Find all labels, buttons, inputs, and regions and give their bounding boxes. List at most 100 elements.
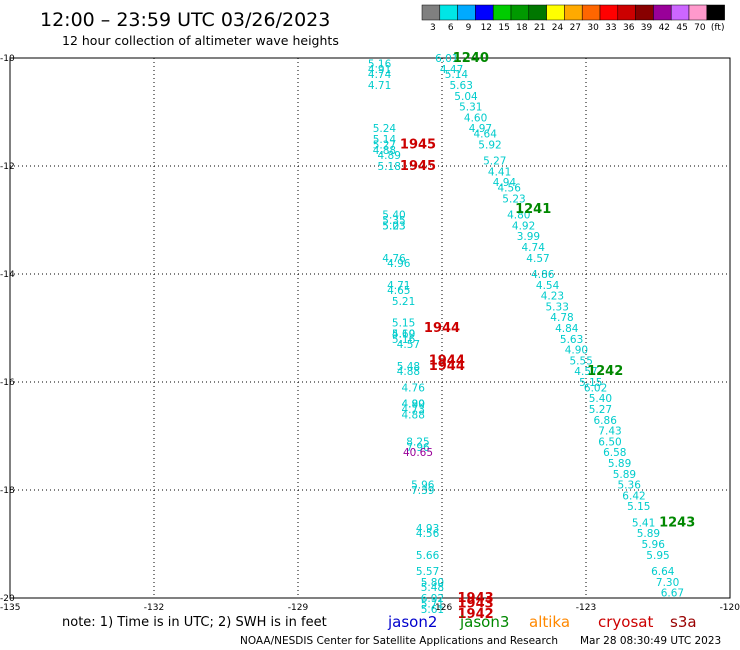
y-tick-label: -16 [0,378,15,388]
wave-height-point: 5.16 [392,334,416,346]
colorbar-swatch [706,4,725,21]
wave-height-point: 4.78 [550,312,573,324]
wave-height-point: 5.63 [560,334,583,346]
wave-height-point: 4.88 [373,145,396,157]
wave-height-point: 6.01 [435,53,458,65]
wave-height-point: 5.19 [392,328,415,340]
colorbar-label: 18 [516,23,528,33]
colorbar-label: 9 [466,23,472,33]
chart-title: 12:00 – 23:59 UTC 03/26/2023 [40,9,330,31]
wave-height-point: 5.92 [478,139,501,151]
wave-height-point: 5.15 [627,501,650,513]
colorbar-label: 45 [676,23,687,33]
colorbar-swatch [492,4,512,21]
colorbar-swatch [581,4,601,21]
colorbar-swatch [688,4,708,21]
y-tick-label: -14 [0,270,15,280]
wave-height-point: 4.89 [402,399,425,411]
pass-number-label: 1942 [458,607,494,622]
wave-height-point: 4.65 [387,285,410,297]
wave-height-point: 4.57 [574,366,597,378]
wave-height-point: 5.89 [637,528,660,540]
colorbar-label: 39 [641,23,653,33]
wave-height-point: 4.71 [368,80,391,92]
wave-height-point: 4.23 [541,291,564,303]
wave-height-point: 8.25 [406,436,429,448]
footer-note: note: 1) Time is in UTC; 2) SWH is in fe… [62,615,327,630]
y-tick-label: -12 [0,162,15,172]
wave-height-point: 4.56 [416,528,440,540]
wave-height-point: 4.74 [368,69,392,81]
wave-height-point: 5.33 [546,301,569,313]
wave-height-point: 6.92 [421,593,444,605]
wave-height-point: 5.16 [368,58,392,70]
x-tick-label: -129 [288,603,309,613]
wave-height-point: 5.57 [416,566,439,578]
wave-height-point: 5.14 [373,134,397,146]
wave-height-point: 6.02 [584,382,607,394]
pass-number-label: 1943 [458,591,494,606]
wave-height-point: 5.31 [459,102,482,114]
x-tick-label: -126 [432,603,453,613]
x-tick-label: -123 [576,603,596,613]
colorbar-label: 24 [552,23,564,33]
pass-number-label: 1945 [400,159,436,174]
colorbar-swatch [528,4,547,21]
pass-number-label: 1944 [429,353,465,368]
wave-height-point: 6.86 [594,415,618,427]
wave-height-point: 4.60 [392,328,415,340]
x-tick-label: -120 [720,603,740,613]
colorbar-label: 30 [587,23,599,33]
footer-timestamp: Mar 28 08:30:49 UTC 2023 [580,635,721,647]
wave-height-point: 4.54 [536,280,560,292]
colorbar-swatch [421,4,441,21]
colorbar-label: 21 [534,23,545,33]
wave-height-point: 4.97 [469,123,492,135]
colorbar-label: 27 [570,23,581,33]
wave-height-point: 3.99 [517,231,540,243]
x-tick-label: -132 [144,603,164,613]
wave-height-point: 4.64 [474,129,498,141]
satellite-legend-item: jason3 [459,613,509,631]
wave-height-point: 5.89 [608,458,631,470]
wave-height-point: 5.96 [642,539,666,551]
wave-height-point: 5.21 [392,296,415,308]
pass-number-label: 1243 [659,515,695,530]
wave-height-point: 4.92 [512,220,535,232]
colorbar-swatch [599,4,619,21]
wave-height-point: 5.66 [416,550,440,562]
wave-height-point: 4.57 [526,253,549,265]
wave-height-point: 4.74 [522,242,546,254]
colorbar-swatch [510,4,530,21]
wave-height-point: 4.73 [402,404,425,416]
wave-height-point: 4.84 [555,323,579,335]
colorbar-label: 36 [623,23,635,33]
colorbar-swatch [670,4,690,21]
wave-height-point: 5.71 [421,598,444,610]
wave-height-point: 5.63 [450,80,473,92]
colorbar-swatch [457,4,476,21]
wave-height-point: 4.96 [387,258,411,270]
wave-height-point: 4.76 [402,382,426,394]
wave-height-point: 5.95 [646,550,669,562]
wave-height-point: 4.76 [382,253,406,265]
wave-height-point: 7.39 [411,485,434,497]
wave-height-point: 4.90 [402,399,425,411]
satellite-legend-item: jason2 [387,613,437,631]
wave-height-point: 5.23 [502,193,525,205]
pass-number-label: 1944 [429,359,465,374]
colorbar-label: 70 [694,23,706,33]
colorbar-label: 3 [430,23,436,33]
pass-labels: 1240124112421243194519451944194419441943… [400,51,695,622]
pass-number-label: 1241 [515,202,551,217]
wave-height-point: 5.36 [618,480,642,492]
colorbar-swatch [475,4,494,21]
wave-height-point: 40.65 [403,447,433,459]
satellite-legend: jason2 jason3 altika cryosat s3a [387,613,697,631]
wave-height-point: 7.96 [406,442,430,454]
wave-height-point: 5.18 [378,161,401,173]
y-tick-label: -10 [0,54,15,64]
wave-height-point: 7.30 [656,577,679,589]
colorbar-swatch [439,4,458,21]
